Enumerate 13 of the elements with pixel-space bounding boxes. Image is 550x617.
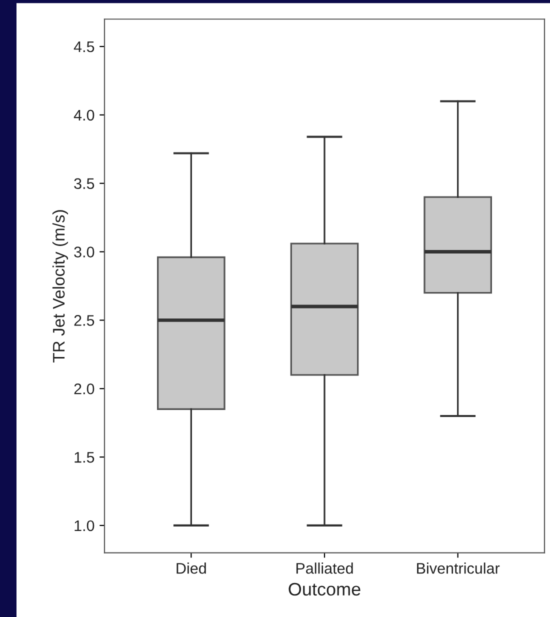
x-tick-label: Died [176, 562, 206, 574]
y-tick-label: 3.0 [74, 246, 94, 258]
y-tick-label: 2.5 [74, 315, 94, 326]
y-tick-label: 2.0 [74, 383, 94, 394]
y-tick-label: 4.5 [74, 42, 94, 52]
x-tick-label: Palliated [296, 562, 353, 574]
y-tick-label: 4.0 [74, 110, 94, 121]
x-tick-label: Biventricular [417, 562, 500, 574]
y-tick-label: 3.5 [74, 178, 94, 190]
y-axis-title: TR Jet Velocity (m/s) [52, 210, 68, 362]
y-tick-label: 1.0 [74, 520, 94, 532]
x-axis-title: Outcome [288, 582, 360, 596]
y-tick-label: 1.5 [74, 452, 94, 463]
